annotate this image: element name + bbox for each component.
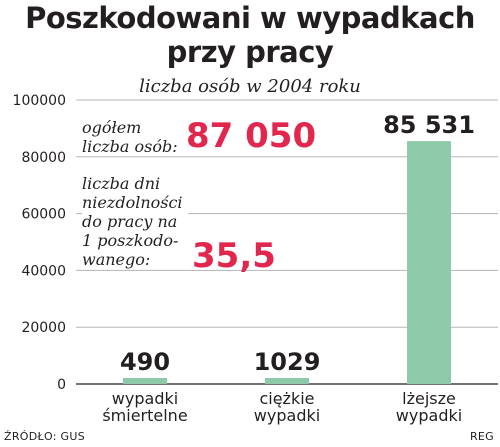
x-category-label: wypadki	[396, 406, 462, 425]
bar-value-label: 85 531	[383, 111, 475, 139]
y-tick-label: 100000	[13, 93, 66, 109]
days-annotation-value: 35,5	[192, 236, 276, 276]
y-tick-label: 20000	[21, 320, 66, 336]
chart-title-line-1: Poszkodowani w wypadkach	[25, 1, 475, 35]
chart-title-line-2: przy pracy	[166, 35, 334, 69]
x-category-label: wypadki	[112, 389, 178, 408]
x-category-label: wypadki	[254, 406, 320, 425]
y-tick-label: 80000	[21, 150, 66, 166]
bar	[123, 378, 167, 384]
y-tick-label: 40000	[21, 263, 66, 279]
source-note: ŹRÓDŁO: GUS	[4, 430, 86, 443]
y-tick-label: 60000	[21, 207, 66, 223]
bar	[265, 378, 309, 384]
chart-subtitle: liczba osób w 2004 roku	[139, 76, 361, 97]
author-credit: REG	[469, 430, 494, 443]
y-tick-label: 0	[57, 377, 66, 393]
bar-value-label: 490	[120, 348, 170, 376]
bar-value-label: 1029	[254, 348, 321, 376]
x-category-label: śmiertelne	[102, 406, 187, 425]
days-annotation-label: liczba dni niezdolności do pracy na 1 po…	[82, 174, 188, 269]
total-annotation-value: 87 050	[186, 116, 317, 156]
x-category-label: ciężkie	[259, 389, 314, 408]
bar	[407, 141, 451, 384]
total-annotation-label: ogółem liczba osób:	[82, 118, 182, 156]
x-category-label: lżejsze	[402, 389, 456, 408]
